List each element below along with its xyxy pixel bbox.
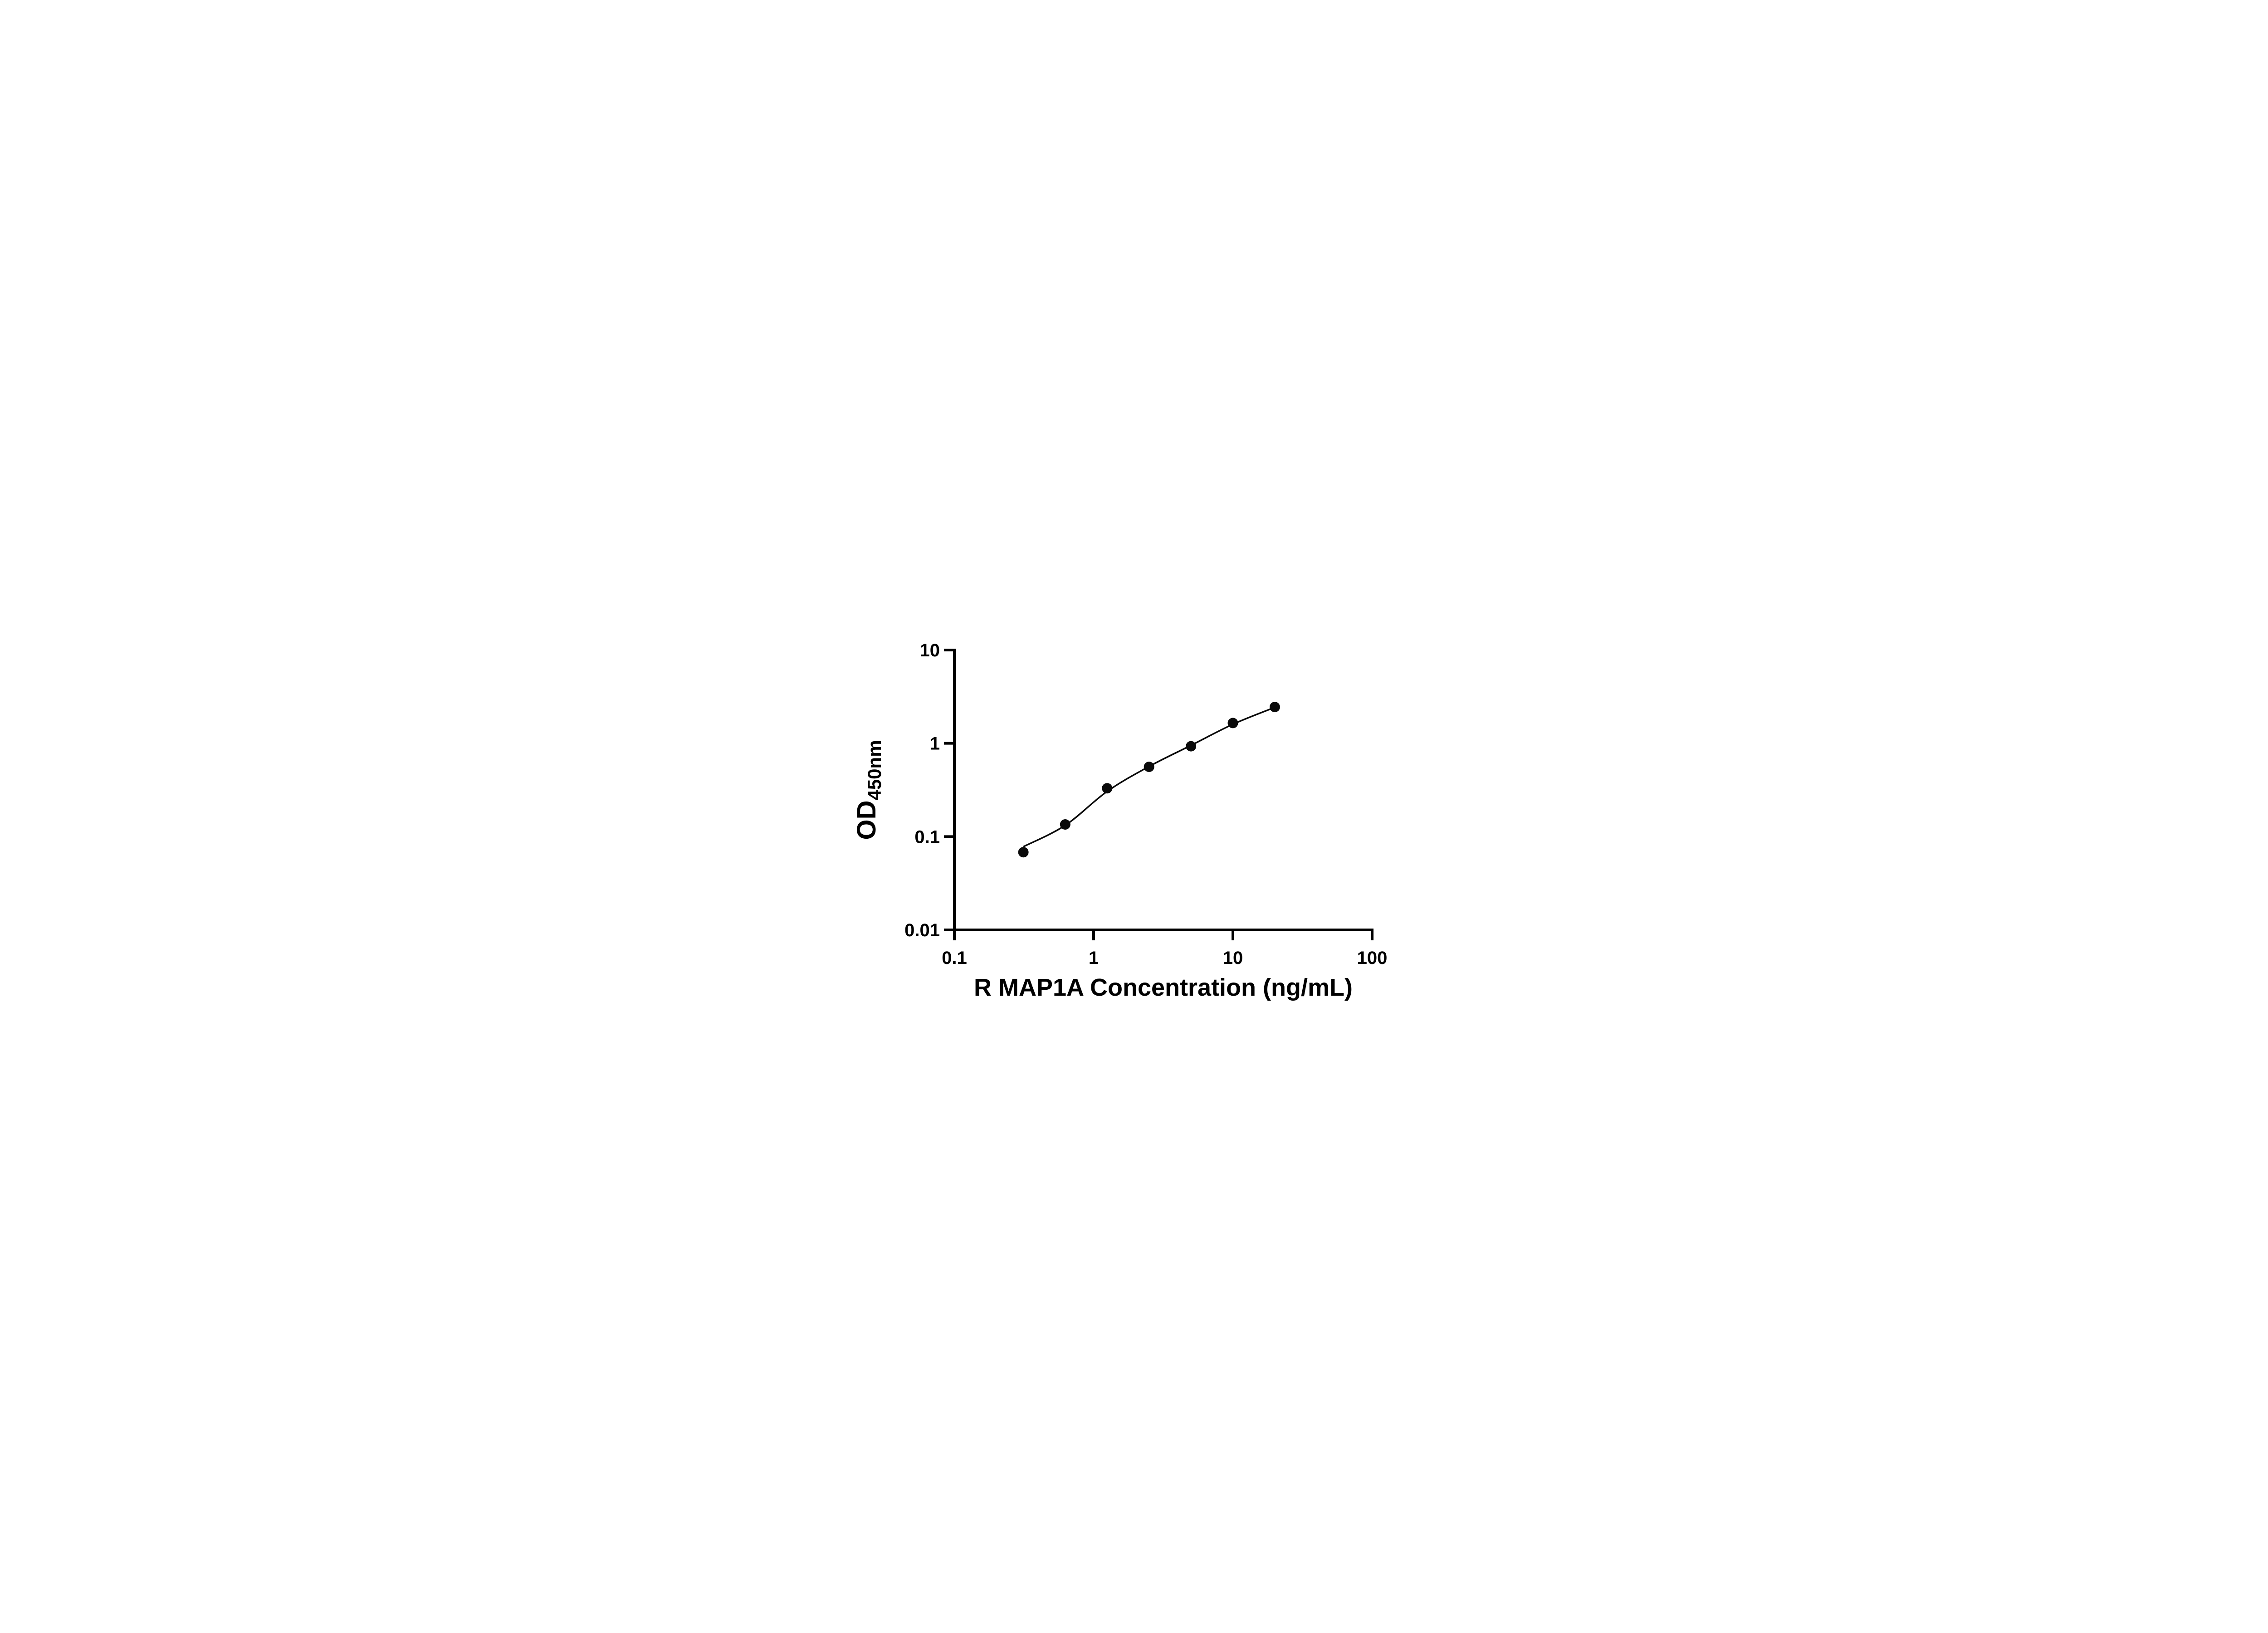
data-point <box>1144 761 1154 772</box>
y-tick-label: 1 <box>929 734 939 754</box>
x-tick-label: 100 <box>1357 948 1387 968</box>
plot-background <box>842 612 1426 1021</box>
data-point <box>1269 702 1280 713</box>
y-axis-label-main: OD <box>852 801 881 840</box>
data-point <box>1060 819 1070 830</box>
x-axis-label: R MAP1A Concentration (ng/mL) <box>974 974 1353 1001</box>
x-tick-label: 1 <box>1088 948 1098 968</box>
y-tick-label: 0.1 <box>914 827 940 847</box>
y-axis-label-subscript: 450nm <box>864 740 885 800</box>
x-tick-label: 10 <box>1222 948 1243 968</box>
x-tick-label: 0.1 <box>942 948 967 968</box>
y-tick-label: 0.01 <box>904 920 940 940</box>
elisa-standard-curve-chart: 0.1 1 10 100 0.01 0.1 1 10 R MAP1A Concentration… <box>842 612 1426 1021</box>
y-axis-label: OD450nm <box>852 740 885 840</box>
data-point <box>1101 783 1112 794</box>
data-point <box>1018 847 1029 858</box>
data-point <box>1185 741 1196 752</box>
y-tick-label: 10 <box>919 640 940 660</box>
data-point <box>1227 718 1238 728</box>
